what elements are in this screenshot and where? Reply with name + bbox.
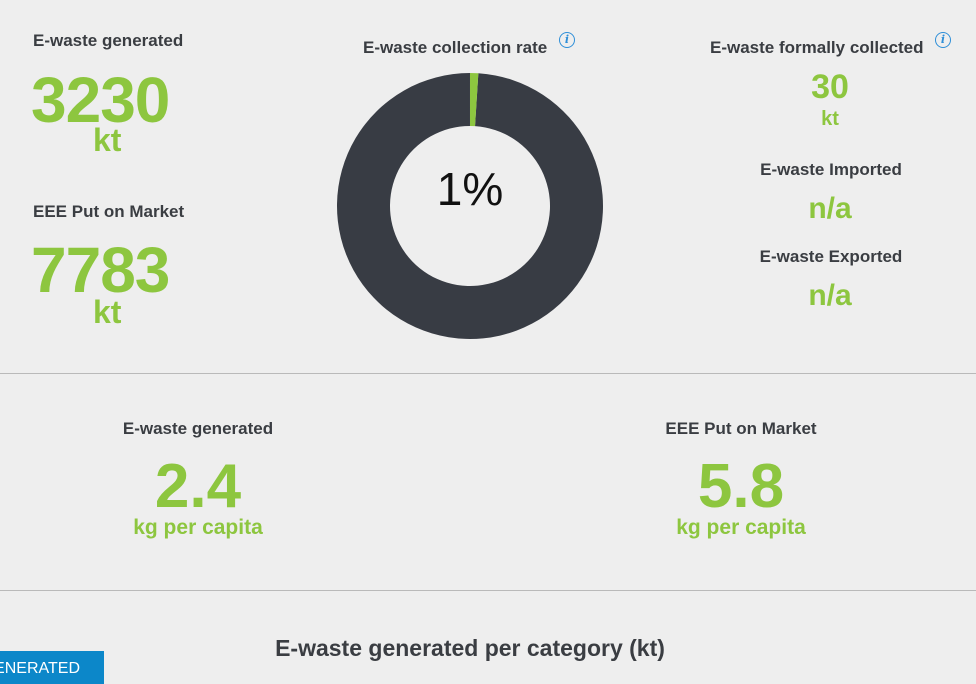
put-on-market-total-unit: kt [93, 294, 122, 330]
collection-rate-label: E-waste collection rate [363, 38, 548, 57]
formally-collected-info-icon[interactable]: i [935, 32, 951, 48]
formally-collected-value: 30 [811, 68, 849, 106]
put-on-market-total-value: 7783 [31, 234, 170, 306]
generated-tab-label: GENERATED [0, 660, 80, 677]
generated-total-label: E-waste generated [33, 31, 184, 50]
generated-per-capita-label: E-waste generated [122, 419, 274, 438]
formally-collected-unit: kt [821, 108, 839, 130]
put-on-market-per-capita-label: EEE Put on Market [665, 419, 817, 438]
generated-total-value: 3230 [31, 64, 170, 136]
exported-value: n/a [808, 279, 852, 312]
collection-rate-donut [337, 73, 603, 339]
generated-total-unit: kt [93, 122, 122, 158]
section-divider-2 [0, 590, 976, 591]
generated-tab-button[interactable]: GENERATED [0, 651, 104, 684]
put-on-market-per-capita-unit: kg per capita [676, 516, 806, 539]
formally-collected-label: E-waste formally collected [710, 38, 924, 57]
imported-label: E-waste Imported [760, 160, 902, 179]
donut-filled-segment [470, 73, 479, 127]
section-divider [0, 373, 976, 374]
put-on-market-total-label: EEE Put on Market [33, 202, 185, 221]
generated-per-capita-value: 2.4 [154, 452, 242, 521]
collection-rate-value: 1% [436, 163, 504, 215]
exported-label: E-waste Exported [759, 247, 903, 266]
put-on-market-per-capita-value: 5.8 [697, 452, 785, 521]
imported-value: n/a [808, 192, 852, 225]
donut-ring [337, 73, 603, 339]
category-section-title: E-waste generated per category (kt) [275, 635, 665, 661]
generated-per-capita-unit: kg per capita [133, 516, 263, 539]
collection-rate-info-icon[interactable]: i [559, 32, 575, 48]
